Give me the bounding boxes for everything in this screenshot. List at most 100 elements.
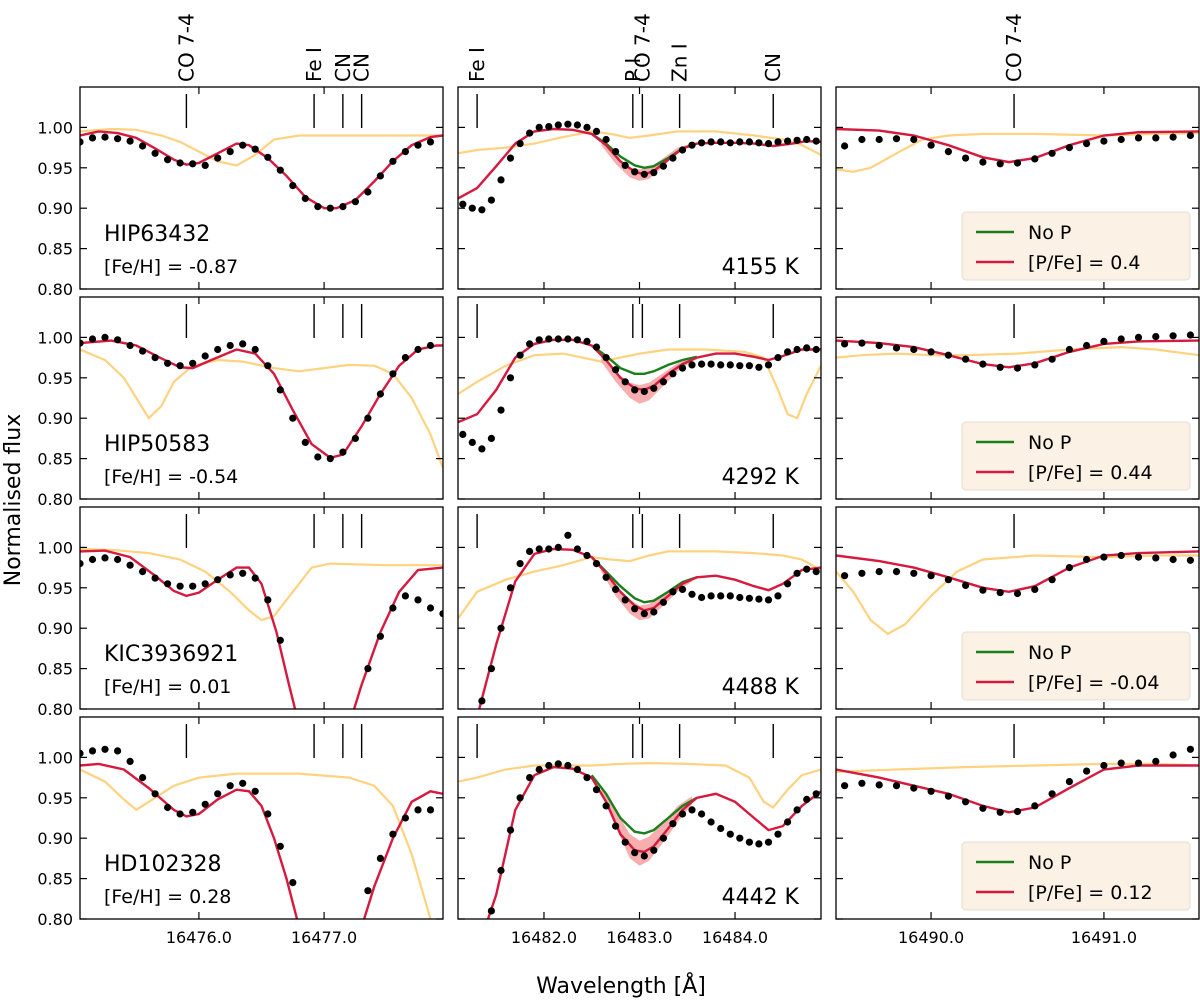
observed-point bbox=[214, 790, 222, 798]
observed-point bbox=[189, 359, 197, 367]
blend-spectrum-line bbox=[458, 550, 821, 620]
observed-point bbox=[1186, 745, 1194, 753]
observed-point bbox=[339, 448, 347, 456]
observed-point bbox=[376, 172, 384, 180]
observed-point bbox=[426, 341, 435, 350]
observed-point bbox=[80, 560, 84, 568]
observed-point bbox=[858, 135, 866, 144]
observed-point bbox=[1048, 576, 1056, 584]
observed-point bbox=[526, 340, 534, 348]
observed-point bbox=[459, 430, 467, 438]
observed-point bbox=[554, 335, 562, 343]
plot-area bbox=[836, 331, 1199, 372]
observed-point bbox=[101, 333, 109, 341]
observed-point bbox=[487, 907, 495, 915]
observed-point bbox=[1152, 134, 1160, 142]
observed-point bbox=[164, 580, 172, 588]
plot-area bbox=[836, 127, 1199, 173]
observed-point bbox=[351, 198, 359, 206]
legend: No P [P/Fe] = 0.44 bbox=[961, 421, 1191, 491]
observed-point bbox=[1152, 333, 1160, 341]
observed-point bbox=[892, 344, 901, 352]
blend-spectrum-line bbox=[458, 130, 821, 156]
observed-point bbox=[764, 596, 773, 604]
observed-point bbox=[459, 200, 467, 208]
x-tick-label: 16491.0 bbox=[1071, 928, 1137, 947]
observed-point bbox=[516, 560, 524, 568]
observed-point bbox=[1031, 802, 1039, 810]
observed-point bbox=[239, 569, 247, 577]
observed-point bbox=[736, 593, 744, 602]
legend-label-p: [P/Fe] = 0.44 bbox=[1028, 462, 1153, 484]
observed-point bbox=[784, 348, 792, 356]
observed-point bbox=[602, 354, 610, 362]
observed-point bbox=[497, 176, 505, 184]
legend-label-no-p: No P bbox=[1028, 642, 1071, 664]
observed-point bbox=[545, 123, 553, 131]
observed-point bbox=[726, 361, 734, 369]
observed-point bbox=[621, 161, 629, 169]
observed-point bbox=[264, 596, 272, 604]
star-name: HD102328 bbox=[104, 852, 221, 877]
observed-point bbox=[621, 596, 629, 604]
observed-point bbox=[314, 203, 322, 211]
observed-point bbox=[726, 830, 734, 838]
observed-point bbox=[979, 360, 987, 368]
teff-label: 4442 K bbox=[722, 885, 800, 910]
legend-label-no-p: No P bbox=[1028, 852, 1071, 874]
observed-point bbox=[602, 802, 610, 810]
observed-point bbox=[979, 158, 987, 166]
observed-point bbox=[426, 138, 435, 146]
line-id-label: CO 7-4 bbox=[174, 13, 198, 82]
x-axis-label: Wavelength [Å] bbox=[536, 972, 706, 999]
observed-point bbox=[1100, 553, 1108, 561]
p-model-line bbox=[486, 765, 821, 919]
observed-point bbox=[176, 159, 184, 167]
observed-point bbox=[535, 765, 543, 774]
observed-point bbox=[1186, 131, 1194, 140]
observed-point bbox=[414, 596, 422, 604]
observed-point bbox=[640, 170, 648, 178]
star-name: HIP63432 bbox=[104, 222, 210, 247]
observed-point bbox=[688, 590, 696, 598]
observed-point bbox=[88, 555, 97, 564]
observed-point bbox=[226, 148, 234, 156]
observed-point bbox=[1169, 133, 1177, 141]
observed-point bbox=[176, 582, 184, 590]
observed-point bbox=[1100, 337, 1108, 345]
blend-spectrum-line bbox=[836, 554, 1199, 636]
observed-point bbox=[698, 139, 706, 147]
observed-point bbox=[554, 543, 562, 552]
observed-point bbox=[707, 818, 715, 826]
observed-point bbox=[506, 374, 515, 382]
uncertainty-band bbox=[601, 141, 692, 181]
observed-point bbox=[276, 636, 284, 644]
observed-point bbox=[612, 585, 620, 594]
observed-point bbox=[251, 787, 259, 795]
observed-point bbox=[892, 135, 901, 143]
panel-r0-c2: CO 7-4 No P [P/Fe] = 0.4 bbox=[835, 13, 1200, 290]
legend-box bbox=[961, 841, 1191, 911]
observed-point bbox=[201, 580, 209, 588]
line-id-label: Zn I bbox=[668, 43, 692, 82]
observed-point bbox=[612, 822, 620, 830]
observed-point bbox=[376, 854, 384, 863]
observed-point bbox=[944, 576, 953, 584]
x-tick-label: 16483.0 bbox=[606, 928, 672, 947]
observed-point bbox=[1186, 556, 1194, 564]
observed-point bbox=[497, 866, 505, 875]
x-tick-label: 16476.0 bbox=[166, 928, 232, 947]
panel-frame bbox=[79, 86, 444, 290]
observed-point bbox=[793, 345, 801, 354]
observed-point bbox=[564, 120, 572, 128]
observed-point bbox=[858, 339, 866, 347]
panel-frame bbox=[835, 86, 1200, 290]
observed-point bbox=[88, 747, 97, 755]
observed-point bbox=[376, 390, 384, 398]
line-id-label: Fe I bbox=[465, 47, 489, 82]
observed-point bbox=[114, 135, 122, 143]
legend: No P [P/Fe] = 0.12 bbox=[961, 841, 1191, 911]
observed-point bbox=[602, 135, 610, 144]
observed-point bbox=[573, 336, 582, 344]
panel-frame bbox=[79, 716, 444, 920]
